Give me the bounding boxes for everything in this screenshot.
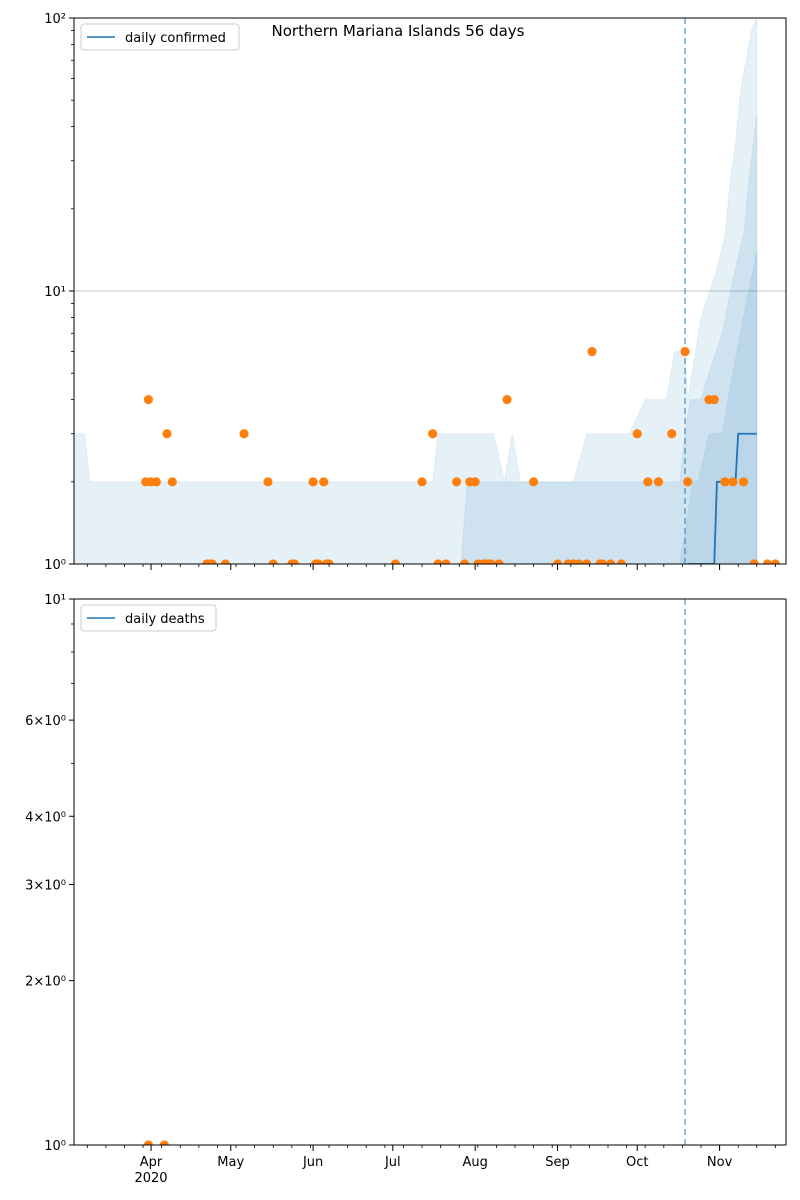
observed-point <box>632 429 642 439</box>
observed-point <box>494 559 504 564</box>
observed-point <box>683 477 693 487</box>
observed-point <box>470 477 480 487</box>
observed-point <box>207 559 217 564</box>
y-tick-label: 3×10⁰ <box>25 878 66 893</box>
x-tick-label: Jul <box>384 1155 401 1170</box>
observed-point <box>738 477 749 487</box>
band-middle-area <box>461 115 758 564</box>
deaths-legend-label: daily deaths <box>125 612 205 627</box>
observed-point <box>770 559 780 564</box>
observed-point <box>143 1140 153 1145</box>
y-tick-label: 10⁰ <box>44 1139 66 1154</box>
observed-point <box>720 477 730 487</box>
observed-point <box>529 477 539 487</box>
band-inner-area <box>679 251 758 564</box>
observed-point <box>143 395 153 405</box>
observed-point <box>459 559 470 564</box>
confirmed-legend: daily confirmed <box>80 23 240 51</box>
confirmed-legend-box <box>80 23 240 51</box>
observed-point <box>552 559 563 564</box>
x-tick-label: Oct <box>626 1155 648 1170</box>
observed-point <box>709 395 719 405</box>
x-tick-label: May <box>217 1155 244 1170</box>
observed-point <box>598 559 608 564</box>
observed-point <box>313 559 324 564</box>
observed-point <box>728 477 738 487</box>
observed-point <box>680 346 690 357</box>
confirmed-y-axis: 10⁰ 10¹ 10² <box>44 12 74 573</box>
confirmed-legend-label: daily confirmed <box>125 31 226 46</box>
observed-point <box>324 559 334 564</box>
deaths-plot-frame <box>73 598 787 1146</box>
observed-point <box>308 477 318 487</box>
deaths-y-axis: 10⁰ 2×10⁰ 3×10⁰ 4×10⁰ 6×10⁰ 10¹ <box>25 593 74 1154</box>
deaths-plot-area <box>143 599 686 1145</box>
observed-point <box>433 559 443 564</box>
observed-point <box>289 559 300 564</box>
observed-point <box>162 429 172 439</box>
observed-point <box>239 429 249 439</box>
x-tick-label: Sep <box>545 1155 570 1170</box>
observed-point <box>151 477 161 487</box>
observed-point <box>653 477 664 487</box>
observed-point <box>616 559 626 564</box>
confirmed-plot-area <box>74 18 786 564</box>
observed-point <box>390 559 401 564</box>
observed-point <box>749 559 759 564</box>
observed-point <box>159 1140 169 1145</box>
observed-point <box>268 559 278 564</box>
deaths-legend: daily deaths <box>80 604 217 632</box>
observed-point <box>220 559 231 564</box>
observed-point <box>417 477 427 487</box>
observed-point <box>502 395 512 405</box>
y-tick-label: 2×10⁰ <box>25 975 66 990</box>
observed-point <box>451 477 462 487</box>
y-tick-label: 6×10⁰ <box>25 714 66 729</box>
y-tick-label: 10¹ <box>44 593 66 608</box>
y-tick-label: 10⁰ <box>44 558 66 573</box>
x-tick-label: Nov <box>707 1155 733 1170</box>
observed-point <box>428 429 438 439</box>
observed-point <box>441 559 451 564</box>
x-tick-year-label: 2020 <box>134 1171 167 1186</box>
x-tick-label: Jun <box>302 1155 323 1170</box>
observed-point <box>574 559 584 564</box>
x-tick-label: Apr <box>140 1155 163 1170</box>
deaths-legend-box <box>80 604 217 632</box>
chart-title: Northern Mariana Islands 56 days <box>272 22 525 40</box>
x-tick-label: Aug <box>462 1155 487 1170</box>
y-tick-label: 10¹ <box>44 285 66 300</box>
observed-point <box>667 429 677 439</box>
observed-point <box>167 477 177 487</box>
observed-point <box>486 559 496 564</box>
confirmed-x-axis <box>86 564 776 570</box>
observed-point <box>606 559 616 564</box>
y-tick-label: 4×10⁰ <box>25 810 66 825</box>
y-tick-label: 10² <box>44 12 66 27</box>
observed-point <box>762 559 772 564</box>
observed-point <box>319 477 329 487</box>
confirmed-chart: 10⁰ 10¹ 10² Northern Mariana Islands 56 da… <box>44 12 787 573</box>
observed-point <box>582 559 592 564</box>
observed-point <box>643 477 653 487</box>
observed-point <box>263 477 273 487</box>
observed-point <box>587 346 597 357</box>
